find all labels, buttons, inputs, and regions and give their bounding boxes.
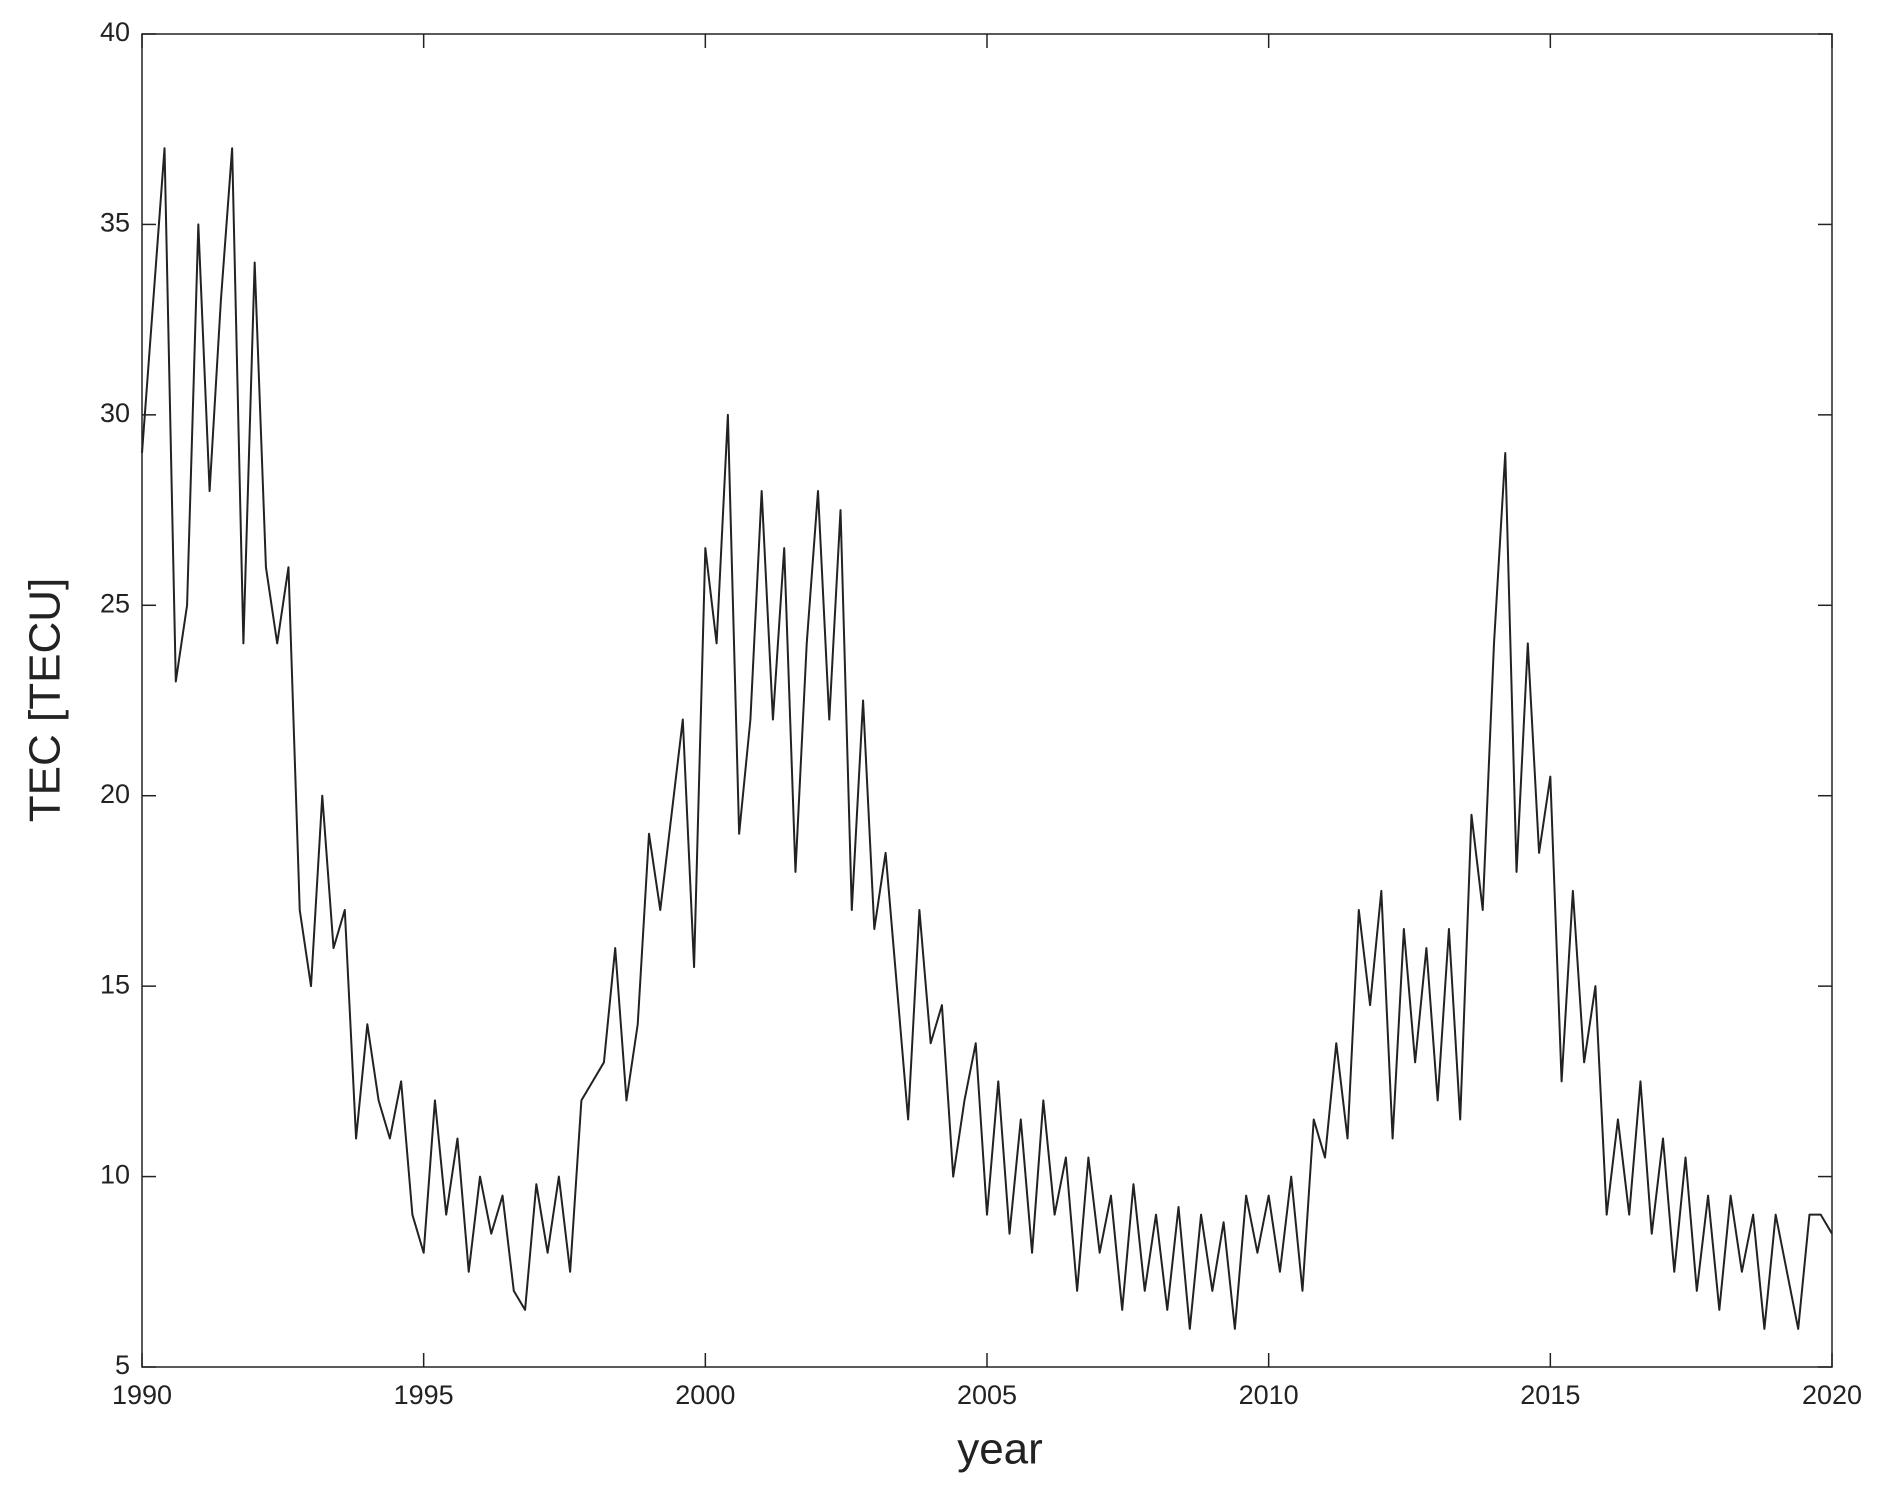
x-tick-label: 2015 bbox=[1520, 1380, 1580, 1410]
y-tick-label: 30 bbox=[100, 398, 130, 428]
x-tick-label: 1995 bbox=[394, 1380, 454, 1410]
y-axis-label: TEC [TECU] bbox=[21, 578, 70, 822]
y-tick-label: 15 bbox=[100, 969, 130, 999]
y-tick-label: 25 bbox=[100, 588, 130, 618]
y-tick-label: 20 bbox=[100, 779, 130, 809]
x-tick-label: 2005 bbox=[957, 1380, 1017, 1410]
x-tick-label: 1990 bbox=[112, 1380, 172, 1410]
x-tick-label: 2010 bbox=[1239, 1380, 1299, 1410]
x-axis-label: year bbox=[957, 1425, 1043, 1474]
y-tick-label: 10 bbox=[100, 1160, 130, 1190]
y-tick-label: 35 bbox=[100, 208, 130, 238]
x-tick-label: 2020 bbox=[1802, 1380, 1862, 1410]
y-tick-label: 5 bbox=[115, 1350, 130, 1380]
data-line bbox=[141, 147, 1833, 1330]
y-tick-label: 40 bbox=[100, 17, 130, 47]
plot-frame bbox=[141, 33, 1833, 1368]
x-tick-label: 2000 bbox=[675, 1380, 735, 1410]
